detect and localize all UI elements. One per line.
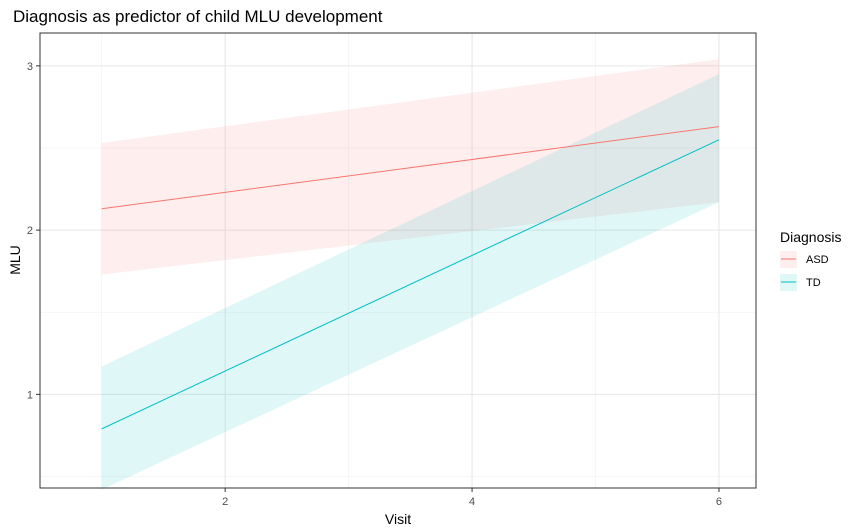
x-tick-label: 6	[716, 496, 722, 508]
x-tick-label: 4	[469, 496, 475, 508]
grid	[40, 33, 756, 488]
confidence-band-td	[101, 74, 719, 490]
panel-border	[39, 32, 757, 489]
legend-label: TD	[806, 277, 821, 289]
axis-ticks: 2 4 6 1 2 3	[27, 61, 722, 508]
legend-item-asd: ASD	[780, 251, 829, 268]
series-line-td	[101, 139, 720, 430]
confidence-band-asd	[101, 59, 719, 275]
legend: Diagnosis ASD TD	[780, 229, 841, 291]
y-tick-label: 1	[27, 389, 33, 401]
chart-title: Diagnosis as predictor of child MLU deve…	[13, 7, 383, 26]
x-axis-title: Visit	[385, 511, 411, 527]
x-tick-label: 2	[222, 496, 228, 508]
series-line-asd	[101, 126, 720, 210]
legend-item-td: TD	[780, 274, 821, 291]
confidence-bands	[101, 59, 719, 490]
legend-label: ASD	[806, 254, 829, 266]
series-lines	[101, 126, 720, 430]
legend-title: Diagnosis	[780, 229, 841, 245]
y-tick-label: 3	[27, 61, 33, 73]
y-axis-title: MLU	[7, 245, 23, 275]
y-tick-label: 2	[27, 225, 33, 237]
